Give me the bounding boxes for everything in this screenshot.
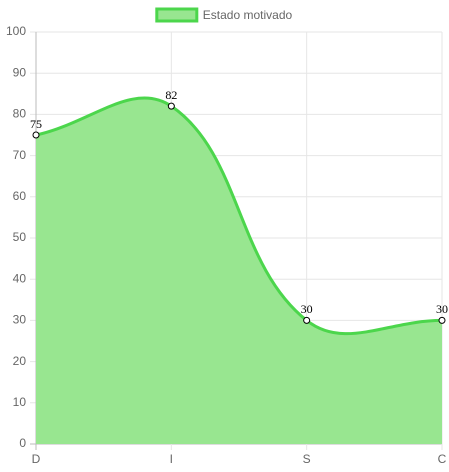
y-tick-label: 100 — [6, 24, 26, 38]
data-label: 82 — [165, 88, 177, 102]
y-tick-label: 50 — [13, 230, 27, 244]
point — [438, 316, 446, 324]
area — [36, 97, 442, 444]
legend-swatch[interactable] — [155, 7, 199, 23]
y-tick-label: 70 — [13, 148, 27, 162]
x-tick-label: S — [303, 452, 311, 466]
x-tick-label: D — [32, 452, 41, 466]
y-tick-label: 20 — [13, 354, 27, 368]
point — [303, 316, 311, 324]
data-label: 30 — [301, 302, 313, 316]
y-tick-label: 10 — [13, 395, 27, 409]
y-tick-label: 90 — [13, 65, 27, 79]
x-tick-label: C — [438, 452, 447, 466]
point — [167, 102, 175, 110]
y-tick-label: 0 — [19, 436, 26, 450]
y-tick-label: 60 — [13, 189, 27, 203]
data-label: 30 — [436, 302, 448, 316]
point — [32, 131, 40, 139]
x-tick-label: I — [170, 452, 173, 466]
line — [35, 96, 443, 336]
data-label: 75 — [30, 117, 42, 131]
y-tick-label: 80 — [13, 107, 27, 121]
y-tick-label: 30 — [13, 313, 27, 327]
y-tick-label: 40 — [13, 271, 27, 285]
legend-label: Estado motivado — [203, 8, 293, 22]
